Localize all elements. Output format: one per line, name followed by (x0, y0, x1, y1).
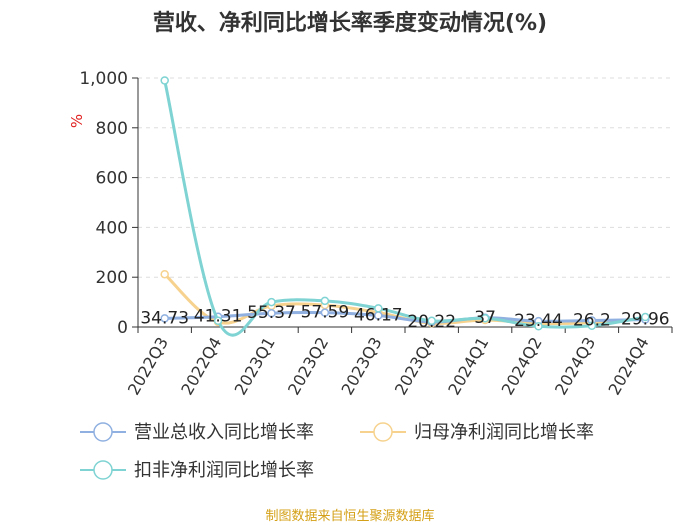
x-axis: 2022Q3 2022Q4 2023Q1 2023Q2 2023Q3 2023Q4 2024… (124, 326, 673, 398)
data-labels: 34.73 41.31 55.37 57.59 46.17 20.22 37 23.44 26.… (140, 303, 669, 332)
y-axis-unit: % (68, 114, 86, 128)
data-label-2022Q3: 34.73 (140, 308, 189, 328)
series-2-point-2023Q2 (320, 296, 330, 306)
series-line-0 (164, 310, 646, 324)
y-tick-label-1000: 1,000 (79, 69, 128, 89)
x-tick-label-2024Q1: 2024Q1 (444, 334, 492, 398)
series-1-point-2022Q3 (160, 269, 169, 279)
series-0-point-2023Q1 (267, 308, 276, 318)
series-2-point-2023Q3 (374, 304, 383, 313)
legend-item-0[interactable]: 营业总收入同比增长率 (80, 422, 314, 443)
chart-title: 营收、净利同比增长率季度变动情况(%) (153, 10, 547, 36)
series-2-point-2023Q4 (427, 316, 436, 326)
series-2-point-2024Q2 (534, 322, 543, 331)
series-line-2 (163, 80, 646, 337)
y-tick-label-600: 600 (96, 169, 128, 189)
legend-item-2[interactable]: 扣非净利润同比增长率 (80, 460, 314, 481)
series-2-point-2024Q4 (641, 312, 650, 322)
legend-marker-icon (93, 422, 113, 442)
x-tick-label-2024Q2: 2024Q2 (498, 334, 546, 398)
x-tick-label-2023Q3: 2023Q3 (337, 334, 385, 398)
x-tick-label-2023Q2: 2023Q2 (284, 334, 332, 398)
source-note: 制图数据来自恒生聚源数据库 (265, 508, 434, 524)
series-0-point-2023Q2 (320, 308, 330, 317)
data-label-2023Q3: 46.17 (354, 306, 403, 326)
x-tick-label-2022Q4: 2022Q4 (177, 334, 225, 398)
data-label-2024Q2: 23.44 (514, 311, 563, 331)
data-label-2024Q1: 37 (474, 308, 496, 328)
data-label-2023Q1: 55.37 (247, 303, 296, 323)
x-tick-label-2023Q4: 2023Q4 (391, 334, 439, 398)
legend-label: 扣非净利润同比增长率 (134, 460, 314, 481)
legend-marker-icon (93, 460, 113, 480)
data-label-2023Q4: 20.22 (407, 312, 456, 332)
series-2-point-2023Q1 (267, 297, 276, 307)
series-2-point-2024Q3 (587, 321, 597, 331)
y-tick-label-200: 200 (96, 268, 128, 288)
y-tick-label-800: 800 (96, 119, 128, 139)
x-tick-label-2024Q3: 2024Q3 (551, 334, 599, 398)
legend-item-1[interactable]: 归母净利润同比增长率 (360, 422, 594, 443)
y-tick-label-0: 0 (117, 318, 128, 338)
grid-lines (138, 77, 672, 278)
y-axis: 0 200 400 600 800 1,000 (79, 69, 139, 338)
x-tick-label-2022Q3: 2022Q3 (124, 334, 172, 398)
series-2-point-2024Q1 (480, 314, 490, 323)
legend-marker-icon (373, 422, 393, 442)
legend-label: 营业总收入同比增长率 (134, 422, 314, 443)
data-label-2024Q4: 29.96 (621, 310, 670, 330)
x-tick-label-2023Q1: 2023Q1 (231, 334, 279, 398)
series-0-point-2022Q3 (160, 314, 169, 323)
series-2-point-2022Q4 (213, 316, 223, 326)
data-label-2024Q3: 26.2 (573, 310, 611, 330)
data-label-2022Q4: 41.31 (194, 307, 243, 327)
legend-label: 归母净利润同比增长率 (414, 422, 594, 443)
series-2-point-2022Q3 (160, 76, 169, 85)
x-tick-label-2024Q4: 2024Q4 (604, 334, 652, 398)
data-label-2023Q2: 57.59 (301, 303, 350, 323)
series-lines (160, 76, 650, 337)
y-tick-label-400: 400 (96, 218, 128, 238)
